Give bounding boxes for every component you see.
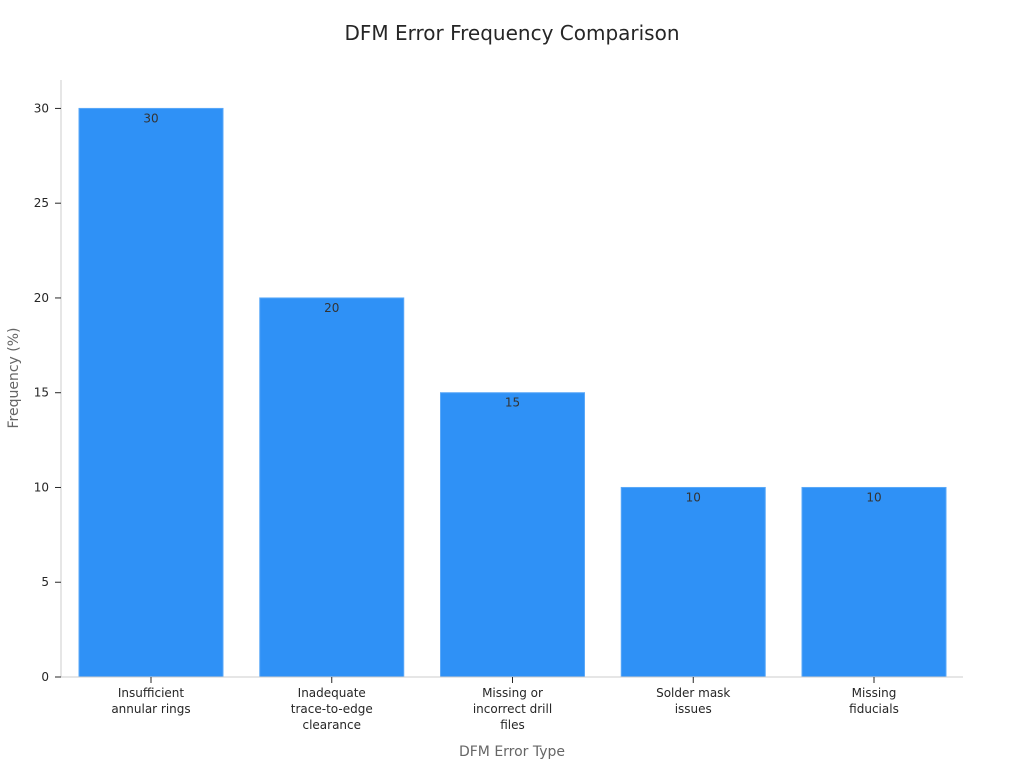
y-tick-label: 0 [41, 670, 49, 684]
x-tick-label: Solder mask issues [656, 686, 730, 716]
data-label: 10 [686, 490, 701, 504]
bar [620, 486, 766, 678]
y-tick-label: 5 [41, 575, 49, 589]
bars-layer: 30 20 15 10 10 [78, 107, 947, 678]
y-tick-label: 10 [34, 480, 49, 494]
y-tick-label: 20 [34, 291, 49, 305]
bar [440, 392, 585, 678]
y-tick-label: 25 [34, 196, 49, 210]
y-axis-label: Frequency (%) [6, 327, 22, 428]
data-label: 15 [505, 396, 520, 410]
bar [259, 297, 405, 678]
data-label: 30 [143, 111, 158, 125]
y-tick-label: 30 [34, 101, 49, 115]
x-tick-label: Missing or incorrect drill files [473, 686, 552, 732]
chart-title: DFM Error Frequency Comparison [344, 21, 679, 45]
x-axis-label: DFM Error Type [459, 744, 565, 760]
x-tick-label: Insufficient annular rings [111, 686, 190, 716]
x-tick-label: Missing fiducials [849, 686, 899, 716]
axes-layer: 0 5 10 15 20 25 30 Insufficient annular rings Ina… [34, 80, 963, 732]
bar [801, 486, 947, 678]
data-label: 10 [866, 490, 881, 504]
data-label: 20 [324, 301, 339, 315]
bar [78, 107, 224, 678]
y-tick-label: 15 [34, 386, 49, 400]
x-tick-label: Inadequate trace-to-edge clearance [291, 686, 373, 732]
